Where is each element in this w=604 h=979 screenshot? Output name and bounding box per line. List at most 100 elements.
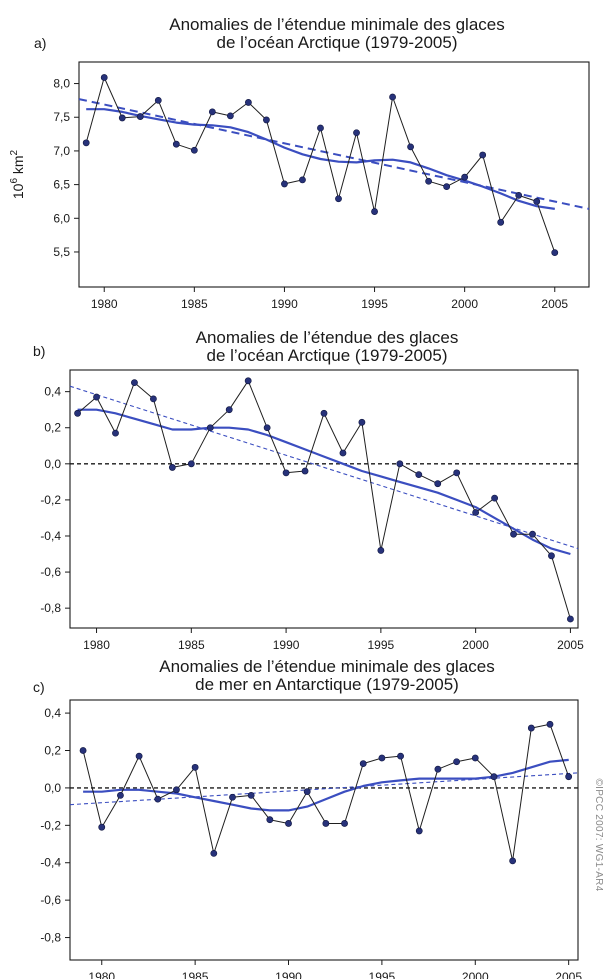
data-point [210, 849, 218, 857]
y-tick-label: 6,5 [53, 178, 70, 192]
data-point [226, 112, 234, 120]
y-axis-label: 106 km2 [9, 149, 26, 199]
chart-title-line: de l’océan Arctique (1979-2005) [217, 33, 458, 52]
y-tick-label: 8,0 [53, 77, 70, 91]
observed-series-line [85, 77, 556, 253]
y-tick-label: 0,0 [44, 457, 61, 471]
data-point [229, 793, 236, 801]
data-point [82, 139, 90, 147]
data-point [527, 724, 535, 732]
data-point [479, 151, 487, 159]
x-tick-label: 2000 [451, 297, 478, 311]
smoothed-curve [83, 758, 569, 812]
chart-title-line: de l’océan Arctique (1979-2005) [207, 346, 448, 365]
linear-trend-line [69, 385, 579, 550]
y-tick-label: -0,4 [40, 529, 61, 543]
plot-frame [69, 699, 579, 961]
x-tick-label: 1985 [178, 638, 205, 652]
data-point [415, 827, 423, 835]
data-point [546, 720, 554, 728]
data-point [266, 816, 274, 824]
data-point [335, 195, 342, 203]
credit-text: ©IPCC 2007: WG1-AR4 [593, 778, 604, 891]
data-point [79, 747, 87, 754]
data-point [378, 754, 386, 762]
data-point [208, 108, 216, 116]
data-point [359, 760, 367, 767]
data-point [443, 183, 451, 191]
x-tick-label: 2000 [462, 970, 489, 979]
data-point [317, 124, 324, 132]
y-tick-label: 0,4 [44, 706, 61, 720]
y-tick-label: 0,2 [44, 744, 61, 758]
data-point [415, 471, 423, 479]
chart-title-line: Anomalies de l’étendue minimale des glac… [159, 657, 494, 676]
x-tick-label: 1980 [88, 970, 115, 979]
x-tick-label: 1985 [181, 297, 208, 311]
data-point [112, 429, 119, 437]
data-point [339, 449, 347, 457]
data-point [93, 393, 100, 401]
data-point [565, 773, 573, 781]
data-point [173, 786, 180, 794]
data-point [172, 140, 180, 148]
data-point [389, 93, 396, 101]
panel-label: b) [33, 343, 45, 359]
data-point [515, 191, 523, 199]
data-point [263, 424, 271, 432]
panel-label: a) [34, 35, 46, 51]
data-point [471, 754, 479, 762]
data-point [529, 530, 536, 538]
data-point [225, 406, 233, 414]
data-point [190, 146, 198, 154]
x-tick-label: 1980 [91, 297, 118, 311]
data-point [150, 395, 157, 403]
x-tick-label: 1990 [275, 970, 302, 979]
data-point [425, 177, 433, 185]
data-point [285, 820, 292, 827]
data-point [282, 469, 290, 477]
data-point [74, 409, 81, 417]
data-point [510, 530, 517, 538]
data-point [353, 129, 360, 137]
x-tick-label: 1985 [182, 970, 209, 979]
data-point [509, 857, 517, 865]
data-point [168, 464, 176, 471]
chart-panel-c: Anomalies de l’étendue minimale des glac… [33, 657, 582, 979]
data-point [100, 74, 108, 81]
y-tick-label: -0,2 [40, 493, 61, 507]
chart-title-line: Anomalies de l’étendue minimale des glac… [169, 15, 504, 34]
data-point [301, 467, 309, 475]
y-tick-label: -0,6 [40, 565, 61, 579]
chart-title-line: de mer en Antarctique (1979-2005) [195, 675, 459, 694]
y-tick-label: -0,8 [40, 601, 61, 615]
y-tick-label: -0,8 [40, 931, 61, 945]
data-point [281, 180, 288, 188]
data-point [117, 791, 124, 799]
data-point [377, 547, 385, 554]
y-tick-label: 6,0 [53, 211, 70, 225]
x-tick-label: 1995 [361, 297, 388, 311]
x-tick-label: 2005 [557, 638, 584, 652]
data-point [154, 795, 162, 803]
data-point [154, 96, 162, 104]
panel-label: c) [33, 679, 45, 695]
data-point [548, 552, 555, 560]
data-point [533, 198, 541, 205]
data-point [322, 820, 330, 827]
data-point [453, 469, 461, 477]
data-point [490, 773, 498, 781]
data-point [118, 114, 126, 122]
data-point [263, 116, 270, 124]
data-point [131, 379, 138, 387]
x-tick-label: 1995 [369, 970, 396, 979]
chart-title-line: Anomalies de l’étendue des glaces [196, 328, 459, 347]
smoothed-curve [77, 408, 571, 556]
x-tick-label: 1980 [83, 638, 110, 652]
data-point [453, 758, 461, 766]
x-tick-label: 2005 [555, 970, 582, 979]
plot-frame [78, 61, 590, 288]
y-tick-label: 0,2 [44, 421, 61, 435]
